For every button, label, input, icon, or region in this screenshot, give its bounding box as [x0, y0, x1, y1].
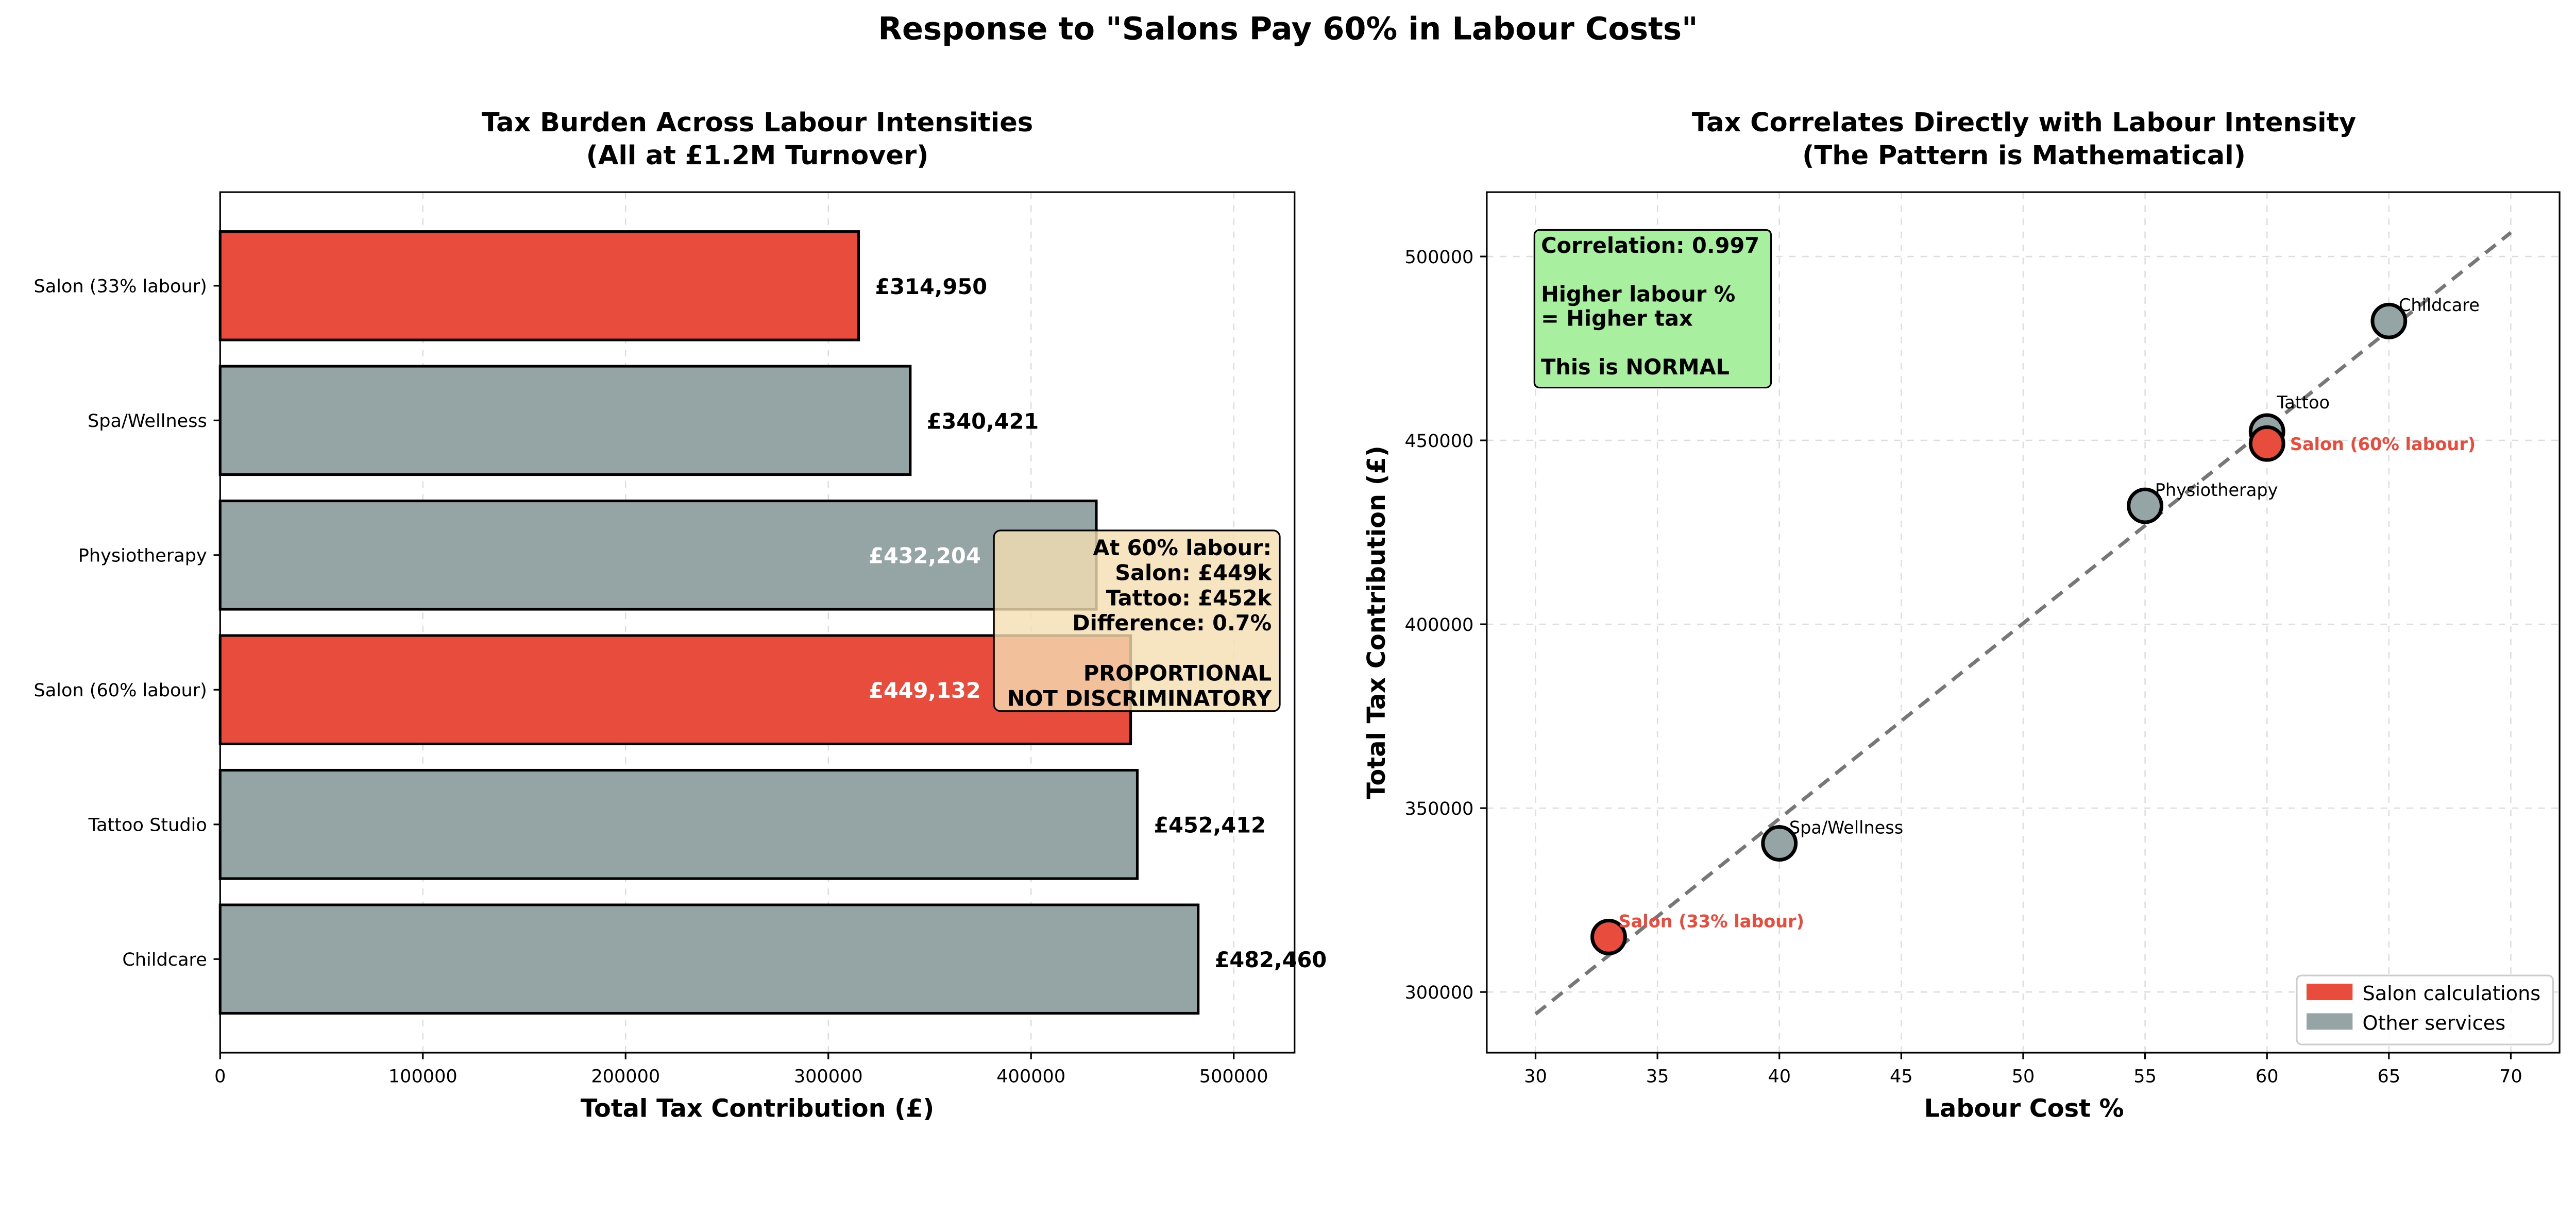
data-label: £432,204 [869, 544, 981, 569]
bar [218, 365, 912, 476]
annotation-background [993, 529, 1281, 712]
x-tick-label: 70 [2499, 1066, 2522, 1087]
x-tick-label: 50 [2012, 1066, 2035, 1087]
bar [218, 903, 1200, 1015]
bar-chart: Tax Burden Across Labour Intensities (Al… [33, 108, 1327, 1123]
axes-frame [1486, 191, 2561, 1054]
left-xlabel: Total Tax Contribution (£) [581, 1094, 935, 1123]
x-tick-label: 300000 [794, 1066, 863, 1087]
x-tick-label: 35 [1646, 1066, 1669, 1087]
annotation-line: Salon: £449k [1115, 561, 1272, 586]
x-tick-label: 60 [2256, 1066, 2279, 1087]
bar [218, 768, 1139, 880]
data-point [1761, 825, 1798, 862]
point-label: Spa/Wellness [1789, 817, 1903, 837]
annotation-background [1533, 229, 1772, 389]
right-ylabel: Total Tax Contribution (£) [1363, 445, 1391, 799]
annotation-line: This is NORMAL [1541, 355, 1730, 380]
x-tick-label: 500000 [1199, 1066, 1268, 1087]
data-label: £452,412 [1154, 813, 1266, 838]
data-point [1590, 919, 1627, 955]
point-label: Salon (33% labour) [1619, 911, 1804, 931]
data-point [2370, 302, 2408, 339]
x-tick-label: 45 [1890, 1066, 1913, 1087]
annotation-line: Correlation: 0.997 [1541, 233, 1759, 258]
x-tick-label: 400000 [996, 1066, 1065, 1087]
y-tick-label: 350000 [1404, 798, 1473, 819]
left-title-2: (All at £1.2M Turnover) [586, 141, 929, 171]
annotation-line: At 60% labour: [1093, 536, 1272, 560]
right-title-1: Tax Correlates Directly with Labour Inte… [1692, 108, 2356, 138]
x-tick-label: 30 [1524, 1066, 1547, 1087]
bar [218, 230, 860, 341]
x-tick-label: 40 [1768, 1066, 1791, 1087]
data-label: £449,132 [869, 678, 981, 703]
annotation-line: NOT DISCRIMINATORY [1007, 687, 1272, 711]
legend-frame [2296, 974, 2554, 1045]
x-tick-label: 200000 [591, 1066, 660, 1087]
y-tick-label: Salon (60% labour) [33, 680, 207, 701]
x-tick-label: 55 [2133, 1066, 2157, 1087]
x-tick-label: 65 [2378, 1066, 2401, 1087]
point-label: Salon (60% labour) [2290, 434, 2476, 454]
legend-label: Salon calculations [2362, 982, 2540, 1005]
data-point [2127, 487, 2163, 524]
legend-swatch [2307, 1013, 2353, 1030]
figure: Response to "Salons Pay 60% in Labour Co… [33, 11, 2561, 1123]
y-tick-label: 300000 [1404, 982, 1473, 1003]
y-tick-label: Tattoo Studio [88, 815, 207, 836]
bar [218, 634, 1132, 746]
legend-swatch [2307, 984, 2353, 1000]
axes-frame [219, 191, 1296, 1054]
y-tick-label: Childcare [122, 949, 207, 970]
annotation-line: Difference: 0.7% [1072, 611, 1272, 636]
y-tick-label: 400000 [1404, 614, 1473, 636]
trend-line [1534, 231, 2512, 1016]
left-title-1: Tax Burden Across Labour Intensities [482, 108, 1033, 138]
legend-label: Other services [2362, 1011, 2505, 1035]
data-label: £482,460 [1215, 948, 1327, 972]
right-title-2: (The Pattern is Mathematical) [1802, 141, 2246, 171]
data-point [2248, 425, 2285, 462]
x-tick-label: 0 [214, 1066, 226, 1087]
y-tick-label: 450000 [1404, 431, 1473, 452]
annotation-line: Higher labour % [1541, 282, 1735, 306]
annotation-line: Tattoo: £452k [1106, 586, 1273, 610]
y-tick-label: 500000 [1404, 247, 1473, 268]
y-tick-label: Salon (33% labour) [33, 276, 207, 297]
annotation-box: Correlation: 0.997 Higher labour %= Highe… [1533, 229, 1772, 389]
point-label: Childcare [2399, 295, 2480, 315]
y-tick-label: Spa/Wellness [88, 410, 207, 432]
y-tick-label: Physiotherapy [78, 545, 207, 567]
x-tick-label: 100000 [388, 1066, 457, 1087]
annotation-line: PROPORTIONAL [1083, 661, 1272, 686]
annotation-line: = Higher tax [1541, 306, 1693, 331]
point-label: Tattoo [2276, 392, 2330, 413]
suptitle: Response to "Salons Pay 60% in Labour Co… [878, 11, 1698, 47]
right-xlabel: Labour Cost % [1924, 1094, 2124, 1123]
point-label: Physiotherapy [2155, 480, 2278, 500]
legend: Salon calculations Other services [2296, 974, 2554, 1045]
data-label: £340,421 [927, 409, 1039, 434]
data-label: £314,950 [875, 275, 987, 299]
scatter-chart: Tax Correlates Directly with Labour Inte… [1363, 108, 2561, 1123]
